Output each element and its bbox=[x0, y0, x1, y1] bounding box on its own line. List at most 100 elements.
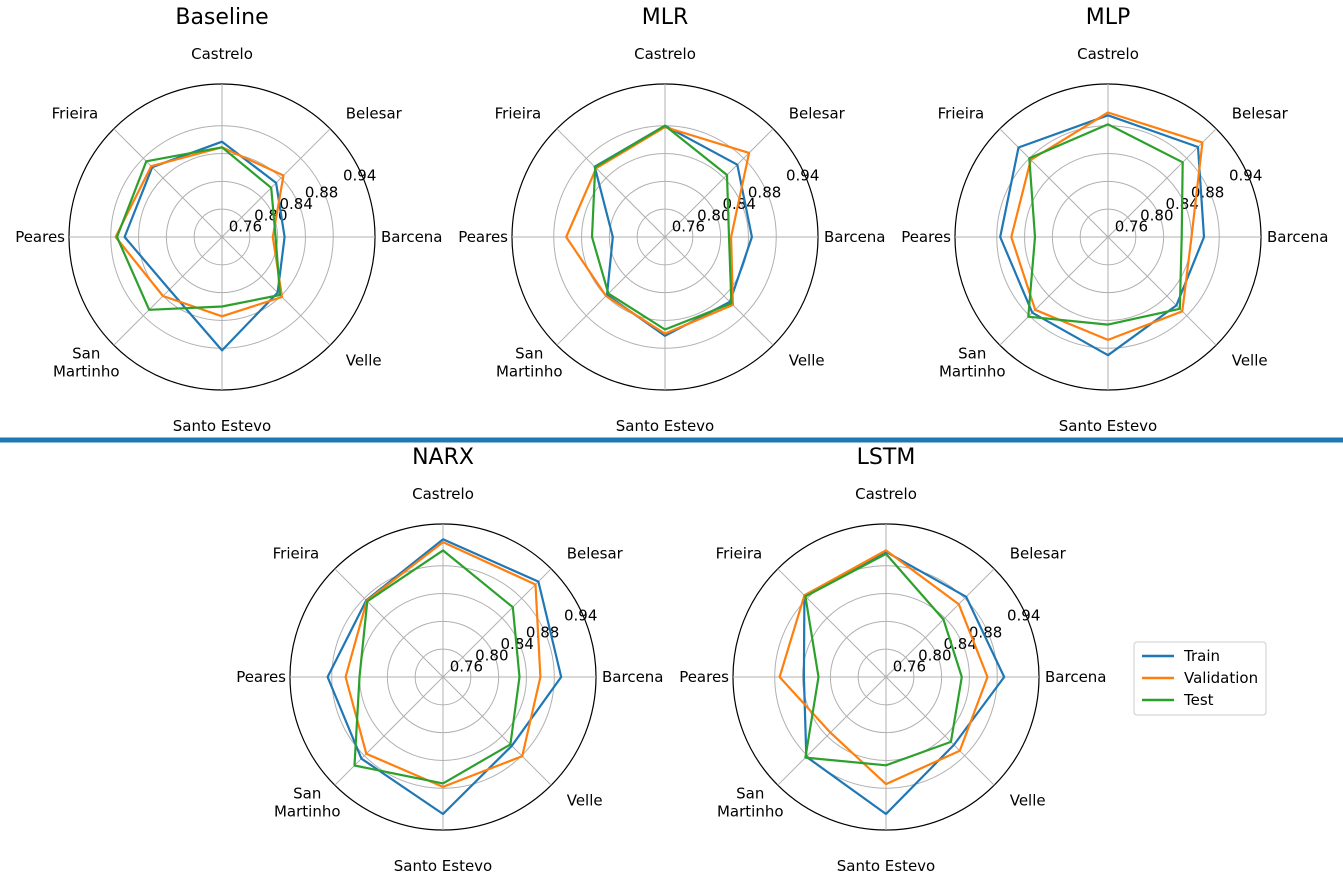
category-label-peares: Peares bbox=[15, 228, 65, 246]
series-line-test bbox=[353, 549, 521, 785]
tick-label: 0.94 bbox=[343, 167, 376, 185]
category-label-santo-estevo: Santo Estevo bbox=[394, 857, 493, 875]
spoke bbox=[334, 568, 444, 678]
radar-chart-baseline: 0.760.800.840.88 0.94 Castrelo Belesar Barce… bbox=[15, 5, 442, 435]
tick-label: 0.88 bbox=[1191, 184, 1224, 202]
spoke bbox=[113, 236, 223, 346]
tick-label: 0.88 bbox=[305, 184, 338, 202]
spoke bbox=[442, 676, 552, 786]
series-line-validation bbox=[344, 540, 542, 789]
tick-label: 0.76 bbox=[672, 218, 705, 236]
legend-label-validation: Validation bbox=[1184, 669, 1258, 687]
series-line-test bbox=[804, 552, 963, 767]
chart-title: LSTM bbox=[857, 445, 916, 470]
chart-title: MLR bbox=[642, 5, 689, 30]
category-label-peares: Peares bbox=[901, 228, 951, 246]
tick-label: 0.76 bbox=[893, 658, 926, 676]
category-label-castrelo: Castrelo bbox=[855, 485, 917, 503]
category-label-velle: Velle bbox=[567, 792, 603, 810]
series-line-train bbox=[326, 538, 563, 816]
spoke bbox=[664, 128, 774, 238]
series-line-train bbox=[802, 550, 1006, 816]
spoke bbox=[334, 676, 444, 786]
category-label-belesar: Belesar bbox=[346, 104, 403, 122]
radar-chart-mlr: 0.760.800.840.880.94CastreloBelesarBarce… bbox=[458, 5, 885, 435]
spoke bbox=[777, 568, 887, 678]
tick-label: 0.80 bbox=[1140, 206, 1173, 224]
category-label-san-martinho: San Martinho bbox=[496, 345, 563, 381]
spoke bbox=[885, 676, 995, 786]
category-label-velle: Velle bbox=[1232, 352, 1268, 370]
spoke bbox=[999, 236, 1109, 346]
tick-label: 0.76 bbox=[450, 658, 483, 676]
category-label-santo-estevo: Santo Estevo bbox=[173, 417, 272, 435]
series-line-validation bbox=[565, 125, 751, 335]
category-label-velle: Velle bbox=[1010, 792, 1046, 810]
legend-label-test: Test bbox=[1183, 691, 1214, 709]
category-label-belesar: Belesar bbox=[1010, 544, 1067, 562]
chart-title: NARX bbox=[412, 445, 474, 470]
series-line-validation bbox=[1010, 111, 1204, 341]
category-label-velle: Velle bbox=[346, 352, 382, 370]
radar-chart-mlp: 0.760.800.840.880.94CastreloBelesarBarce… bbox=[901, 5, 1328, 435]
legend-box bbox=[1133, 641, 1267, 716]
spoke bbox=[221, 236, 331, 346]
spoke bbox=[442, 568, 552, 678]
series-line-test bbox=[115, 146, 282, 311]
category-label-san-martinho: San Martinho bbox=[274, 785, 341, 821]
spoke bbox=[885, 568, 995, 678]
category-label-frieira: Frieira bbox=[52, 104, 99, 122]
tick-label: 0.80 bbox=[254, 206, 287, 224]
category-label-castrelo: Castrelo bbox=[1077, 45, 1139, 63]
series-line-validation bbox=[778, 549, 989, 786]
category-label-castrelo: Castrelo bbox=[191, 45, 253, 63]
category-label-barcena: Barcena bbox=[381, 228, 443, 246]
category-label-frieira: Frieira bbox=[273, 544, 320, 562]
legend-label-train: Train bbox=[1183, 647, 1220, 665]
category-label-peares: Peares bbox=[458, 228, 508, 246]
spoke bbox=[1107, 236, 1217, 346]
spoke bbox=[113, 128, 223, 238]
chart-title: MLP bbox=[1086, 5, 1131, 30]
category-label-barcena: Barcena bbox=[602, 668, 664, 686]
category-label-belesar: Belesar bbox=[789, 104, 846, 122]
category-label-barcena: Barcena bbox=[1267, 228, 1329, 246]
category-label-frieira: Frieira bbox=[938, 104, 985, 122]
category-label-barcena: Barcena bbox=[1045, 668, 1107, 686]
category-label-santo-estevo: Santo Estevo bbox=[1059, 417, 1158, 435]
radar-chart-lstm: 0.760.800.840.880.94CastreloBelesarBarce… bbox=[679, 445, 1106, 875]
category-label-frieira: Frieira bbox=[716, 544, 763, 562]
tick-label: 0.88 bbox=[526, 624, 559, 642]
tick-label: 0.88 bbox=[969, 624, 1002, 642]
category-label-san-martinho: San Martinho bbox=[53, 345, 120, 381]
tick-label: 0.80 bbox=[475, 646, 508, 664]
spoke bbox=[556, 236, 666, 346]
radar-chart-narx: 0.760.800.840.880.94CastreloBelesarBarce… bbox=[236, 445, 663, 875]
tick-label: 0.94 bbox=[1229, 167, 1262, 185]
category-label-santo-estevo: Santo Estevo bbox=[616, 417, 715, 435]
category-label-frieira: Frieira bbox=[495, 104, 542, 122]
category-label-san-martinho: San Martinho bbox=[717, 785, 784, 821]
category-label-peares: Peares bbox=[679, 668, 729, 686]
tick-label: 0.94 bbox=[1007, 607, 1040, 625]
tick-label: 0.94 bbox=[786, 167, 819, 185]
tick-label: 0.76 bbox=[1115, 218, 1148, 236]
series-line-train bbox=[999, 114, 1206, 357]
spoke bbox=[777, 676, 887, 786]
legend: Train Validation Test bbox=[1133, 641, 1267, 716]
series-line-validation bbox=[114, 146, 285, 318]
chart-title: Baseline bbox=[175, 5, 268, 30]
series-line-test bbox=[590, 124, 733, 331]
category-label-belesar: Belesar bbox=[567, 544, 624, 562]
tick-label: 0.88 bbox=[748, 184, 781, 202]
category-label-peares: Peares bbox=[236, 668, 286, 686]
category-label-santo-estevo: Santo Estevo bbox=[837, 857, 936, 875]
category-label-castrelo: Castrelo bbox=[412, 485, 474, 503]
tick-label: 0.94 bbox=[564, 607, 597, 625]
tick-label: 0.80 bbox=[697, 206, 730, 224]
series-line-test bbox=[1027, 123, 1184, 326]
spoke bbox=[664, 236, 774, 346]
category-label-san-martinho: San Martinho bbox=[939, 345, 1006, 381]
tick-label: 0.80 bbox=[918, 646, 951, 664]
